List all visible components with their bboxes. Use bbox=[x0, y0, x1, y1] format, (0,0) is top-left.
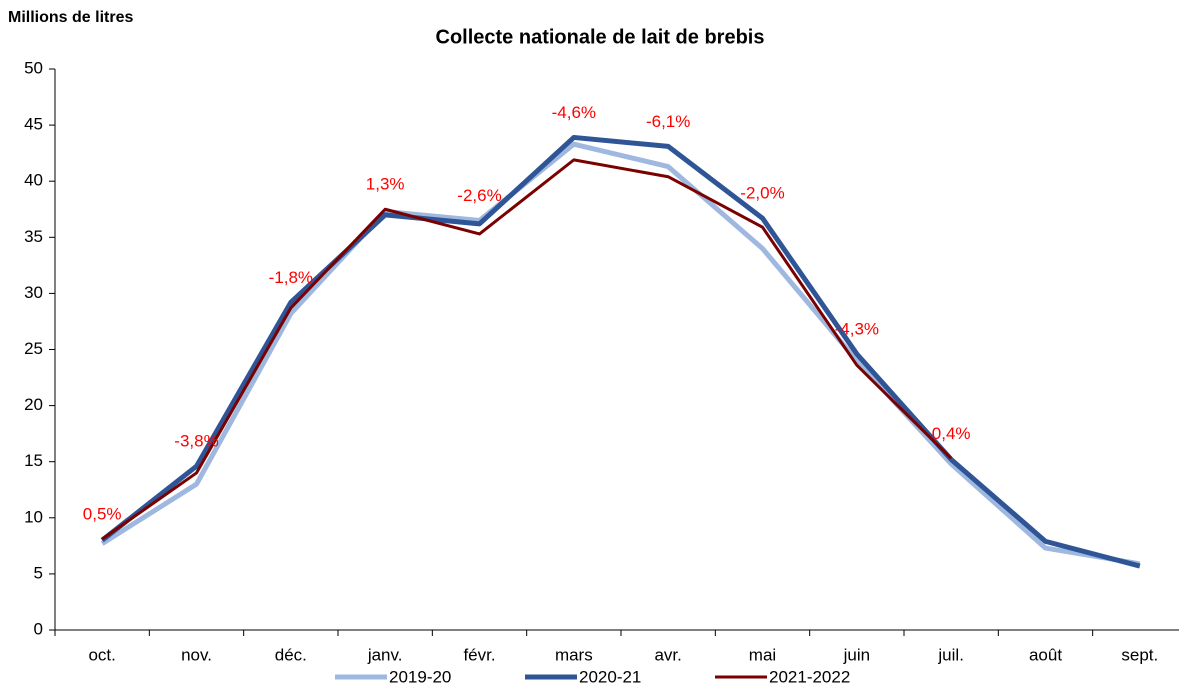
annotation: -2,0% bbox=[740, 184, 784, 203]
legend-label: 2020-21 bbox=[579, 667, 641, 686]
series-line bbox=[100, 134, 1141, 569]
annotation: 0,5% bbox=[83, 505, 122, 524]
x-tick-label: févr. bbox=[463, 645, 495, 664]
annotation: -2,6% bbox=[457, 186, 501, 205]
y-tick-label: 5 bbox=[34, 563, 43, 582]
annotation: -6,1% bbox=[646, 112, 690, 131]
chart-title: Collecte nationale de lait de brebis bbox=[436, 26, 765, 48]
y-tick-label: 15 bbox=[24, 451, 43, 470]
y-tick-label: 40 bbox=[24, 171, 43, 190]
x-tick-label: nov. bbox=[181, 645, 212, 664]
series-line bbox=[101, 158, 953, 541]
x-tick-label: déc. bbox=[275, 645, 307, 664]
x-tick-label: mai bbox=[749, 645, 776, 664]
y-tick-label: 35 bbox=[24, 227, 43, 246]
y-tick-label: 0 bbox=[34, 619, 43, 638]
x-tick-label: janv. bbox=[367, 645, 403, 664]
annotation: 0,4% bbox=[932, 424, 971, 443]
legend-label: 2019-20 bbox=[389, 667, 451, 686]
y-tick-label: 20 bbox=[24, 395, 43, 414]
y-tick-label: 10 bbox=[24, 507, 43, 526]
x-tick-label: juil. bbox=[937, 645, 964, 664]
annotation: -1,8% bbox=[269, 268, 313, 287]
annotation: -4,3% bbox=[835, 319, 879, 338]
y-tick-label: 45 bbox=[24, 115, 43, 134]
x-tick-label: août bbox=[1029, 645, 1062, 664]
x-tick-label: mars bbox=[555, 645, 593, 664]
x-tick-label: juin bbox=[843, 645, 870, 664]
annotation: 1,3% bbox=[366, 175, 405, 194]
x-tick-label: sept. bbox=[1121, 645, 1158, 664]
annotation: -4,6% bbox=[552, 103, 596, 122]
y-axis-label: Millions de litres bbox=[8, 9, 133, 26]
y-tick-label: 30 bbox=[24, 283, 43, 302]
annotation: -3,8% bbox=[174, 432, 218, 451]
series-line bbox=[100, 141, 1141, 567]
x-tick-label: avr. bbox=[654, 645, 681, 664]
legend-label: 2021-2022 bbox=[769, 667, 850, 686]
y-tick-label: 50 bbox=[24, 58, 43, 77]
x-tick-label: oct. bbox=[88, 645, 115, 664]
y-tick-label: 25 bbox=[24, 339, 43, 358]
